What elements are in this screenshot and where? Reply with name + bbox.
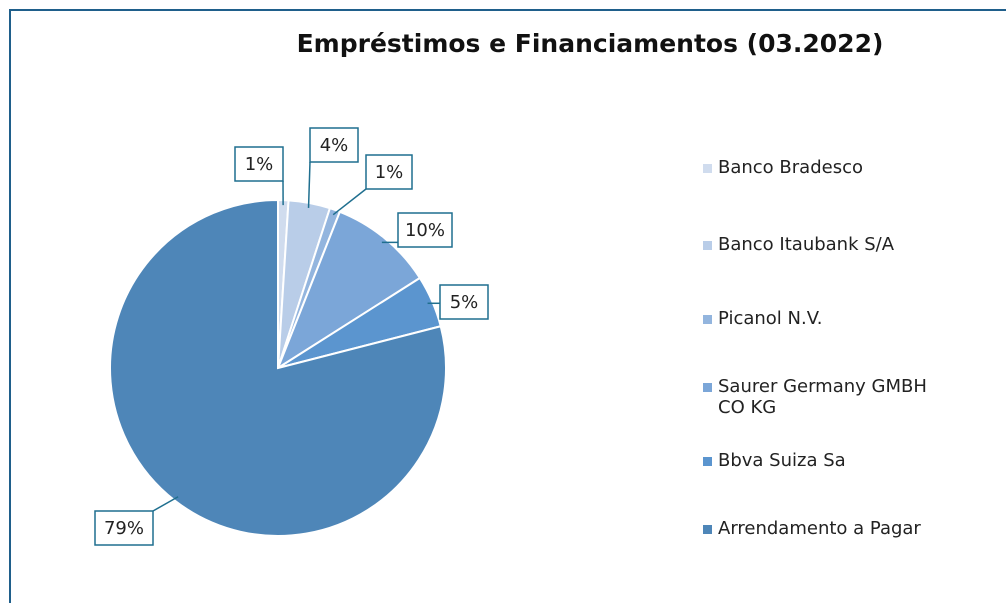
leader-line [307,161,311,208]
chart-title: Empréstimos e Financiamentos (03.2022) [297,29,884,58]
legend-swatch [703,164,712,173]
legend-label: Picanol N.V. [718,308,823,329]
data-label: 1% [375,162,404,183]
data-label: 5% [450,292,479,313]
legend-swatch [703,383,712,392]
legend-swatch [703,525,712,534]
label-box [94,510,154,546]
leader-line [332,188,367,216]
label-box [365,154,413,190]
label-box [439,284,489,320]
legend-swatch [703,315,712,324]
legend-item: Picanol N.V. [703,308,993,329]
data-label: 4% [320,135,349,156]
frame [9,9,1006,603]
legend-label: Bbva Suiza Sa [718,450,846,471]
pie-slice [275,210,422,371]
legend-label: Banco Itaubank S/A [718,234,895,255]
leader-line [152,496,179,512]
label-box [309,127,359,163]
legend-item: Banco Itaubank S/A [703,234,993,255]
legend-label: Saurer Germany GMBH CO KG [718,376,927,418]
legend-item: Saurer Germany GMBH CO KG [703,376,993,418]
legend-item: Bbva Suiza Sa [703,450,993,471]
legend-label: Arrendamento a Pagar [718,518,921,539]
legend-item: Arrendamento a Pagar [703,518,993,539]
data-label: 1% [245,154,274,175]
legend-swatch [703,457,712,466]
pie-slice [109,198,447,537]
legend-item: Banco Bradesco [703,157,993,178]
data-label: 10% [405,220,445,241]
data-label: 79% [104,518,144,539]
legend-swatch [703,241,712,250]
label-box [397,212,453,248]
label-box [234,146,284,182]
legend-label: Banco Bradesco [718,157,863,178]
